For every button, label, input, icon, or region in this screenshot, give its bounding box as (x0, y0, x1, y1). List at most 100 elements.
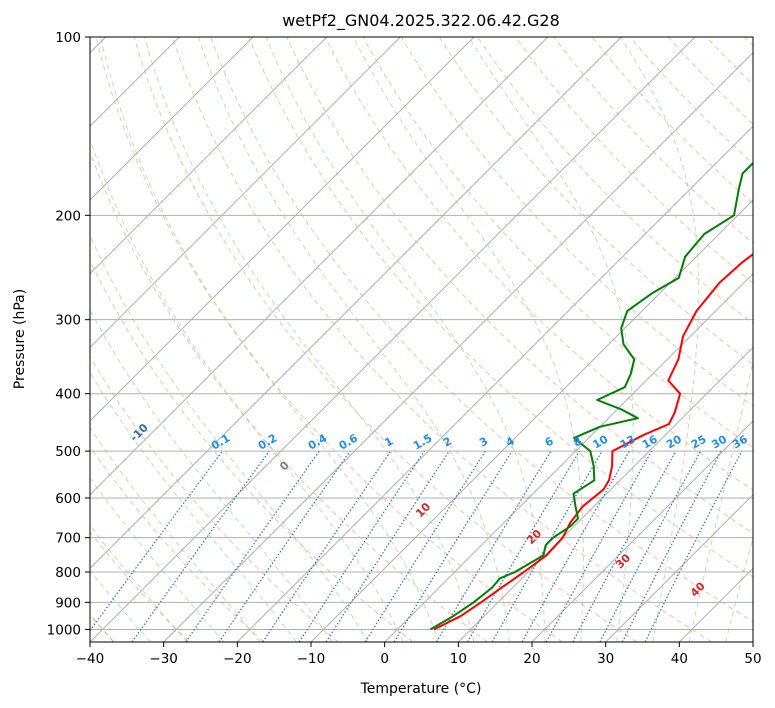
x-tick-label: 50 (744, 651, 761, 667)
isotherm-line (90, 37, 696, 642)
mixing-ratio-label: 0.1 (209, 432, 232, 453)
temperature-profile-line (433, 253, 753, 631)
isotherm-line (90, 37, 475, 422)
dry-adiabat-line (133, 37, 638, 642)
moist-adiabat-label: 30 (613, 551, 633, 571)
moist-adiabat-line (90, 308, 333, 642)
dry-adiabat-line (248, 37, 753, 578)
x-axis-label: Temperature (°C) (360, 681, 482, 697)
mixing-ratio-line (572, 450, 677, 642)
isotherm-line (678, 567, 753, 642)
y-tick-label: 600 (55, 491, 81, 507)
y-tick-label: 900 (55, 595, 81, 611)
mixing-ratio-label: 30 (709, 432, 729, 451)
moist-adiabat-line (90, 524, 188, 642)
moist-adiabat-line (725, 536, 753, 642)
dry-adiabat-label: -20 (68, 421, 91, 444)
isotherm-line (457, 346, 753, 642)
mixing-ratio-label: 3 (477, 435, 490, 450)
dry-adiabat-line (90, 356, 339, 642)
moist-adiabat-line (90, 137, 404, 642)
dry-adiabat-line (706, 37, 753, 86)
y-tick-label: 100 (55, 30, 81, 46)
isotherm-line (90, 37, 401, 349)
mixing-ratio-line (131, 450, 270, 642)
mixing-ratio-label: 25 (689, 433, 709, 452)
x-tick-label: −40 (76, 651, 105, 667)
y-tick-label: 1000 (47, 622, 81, 638)
isotherm-line (90, 37, 254, 201)
mixing-ratio-label: 10 (590, 432, 610, 451)
isotherm-line (90, 37, 622, 570)
mixing-ratio-line (644, 450, 743, 642)
isotherm-line (236, 125, 753, 642)
dry-adiabat-line (515, 37, 753, 284)
x-tick-label: 10 (450, 651, 467, 667)
dry-adiabat-line (171, 37, 712, 642)
mixing-ratio-line (364, 450, 486, 642)
dewpoint-profile-line (429, 161, 753, 631)
dry-adiabat-line (210, 37, 753, 623)
x-tick-label: 0 (380, 651, 389, 667)
moist-adiabat-label: 0 (277, 458, 292, 473)
line-labels-layer: 0.10.20.40.611.52346810131620253036-100-… (68, 421, 750, 600)
dry-adiabat-line (553, 37, 753, 244)
mixing-ratio-label: 1 (382, 435, 395, 450)
dry-adiabat-line (286, 37, 753, 534)
mixing-ratio-line (185, 450, 320, 642)
mixing-ratio-line (218, 450, 351, 642)
moist-adiabat-line (90, 569, 151, 642)
isotherm-line (163, 51, 753, 642)
y-axis-label: Pressure (hPa) (12, 289, 28, 389)
mixing-ratio-line (621, 450, 722, 642)
moist-adiabat-line (620, 37, 700, 642)
x-tick-label: 40 (671, 651, 688, 667)
mixing-ratio-line (521, 450, 631, 642)
x-tick-label: −30 (149, 651, 178, 667)
plot-frame (89, 36, 754, 643)
dry-adiabat-line (90, 445, 264, 642)
dry-adiabat-line (591, 37, 753, 204)
moist-adiabat-line (144, 37, 475, 642)
y-tick-label: 300 (55, 313, 81, 329)
mixing-ratio-line (545, 450, 653, 642)
dry-adiabat-line (668, 37, 753, 125)
dry-adiabat-line (95, 37, 563, 642)
moist-adiabat-label: 10 (413, 500, 433, 520)
dry-adiabat-label: -10 (128, 421, 151, 444)
dry-adiabat-line (400, 37, 753, 407)
x-tick-label: 30 (597, 651, 614, 667)
mixing-ratio-line (90, 450, 223, 632)
mixing-ratio-line (435, 450, 552, 642)
moist-adiabat-line (90, 477, 225, 642)
moist-adiabat-line (90, 234, 369, 642)
dry-adiabat-line (90, 150, 488, 642)
y-axis: 100 200 300 400 500 600 700 800 900 1000 (47, 30, 90, 638)
moist-adiabat-line (352, 37, 584, 642)
isotherm-line (605, 493, 753, 642)
dry-adiabat-line (438, 37, 753, 366)
y-tick-label: 700 (55, 531, 81, 547)
y-tick-label: 800 (55, 565, 81, 581)
y-tick-label: 500 (55, 444, 81, 460)
mixing-ratio-line (325, 450, 450, 642)
isotherm-line (531, 420, 753, 642)
moist-adiabat-line (265, 37, 546, 642)
isotherm-line (384, 272, 753, 642)
dry-adiabat-line (90, 259, 414, 642)
mixing-ratio-label: 0.4 (306, 431, 330, 452)
dry-adiabat-line (90, 531, 190, 642)
mixing-ratio-line (298, 450, 425, 642)
isotherm-line (90, 37, 328, 275)
series-layer (429, 161, 753, 631)
moist-adiabat-line (90, 426, 261, 642)
mixing-ratio-label: 20 (664, 432, 684, 451)
x-tick-label: −10 (297, 651, 326, 667)
y-tick-label: 200 (55, 208, 81, 224)
mixing-ratio-line (599, 450, 702, 642)
isotherm-line (752, 641, 753, 642)
grid-layer (90, 37, 753, 642)
moist-adiabat-label: 20 (524, 527, 544, 547)
mixing-ratio-label: 1.5 (411, 432, 434, 453)
